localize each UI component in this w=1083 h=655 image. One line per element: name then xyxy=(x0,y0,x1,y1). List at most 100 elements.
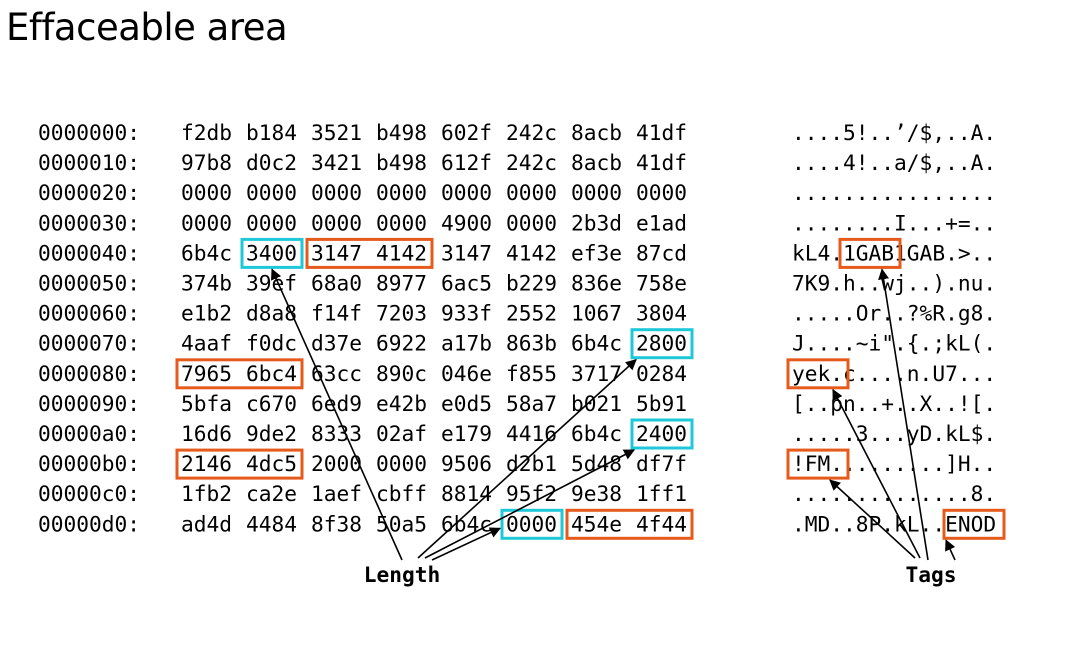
hex-word: 0000 xyxy=(506,210,557,235)
ascii-text: ................ xyxy=(792,180,996,205)
hex-word: 3717 xyxy=(571,361,622,386)
hex-word: 2146 xyxy=(181,451,232,476)
hex-row: 00000b0: 2146 4dc5 2000 0000 9506 d2b1 5d48 df7f… xyxy=(38,451,996,476)
hex-word: 0000 xyxy=(246,210,297,235)
hex-word: ad4d xyxy=(181,511,232,536)
ascii-text: .....3...yD.kL$. xyxy=(792,421,996,446)
hex-word: f0dc xyxy=(246,331,297,356)
hex-row: 0000010: 97b8 d0c2 3421 b498 612f 242c 8acb 41df… xyxy=(38,150,996,175)
hex-word: 50a5 xyxy=(376,511,427,536)
hex-word: cbff xyxy=(376,481,427,506)
hex-word: b229 xyxy=(506,271,557,296)
hex-word: 41df xyxy=(636,120,687,145)
row-offset: 00000b0: xyxy=(38,451,140,476)
hex-word: f14f xyxy=(311,301,362,326)
hex-word: d37e xyxy=(311,331,362,356)
length-highlight-box xyxy=(630,328,694,360)
hex-word: 0000 xyxy=(181,180,232,205)
row-offset: 00000d0: xyxy=(38,511,140,536)
row-offset: 0000040: xyxy=(38,240,140,265)
hex-word: 2000 xyxy=(311,451,362,476)
hex-word: 0000 xyxy=(636,180,687,205)
hex-word: 63cc xyxy=(311,361,362,386)
hex-word: 454e xyxy=(571,511,622,536)
hex-word: f855 xyxy=(506,361,557,386)
hex-word: 0284 xyxy=(636,361,687,386)
hex-word: e179 xyxy=(441,421,492,446)
hex-word: 8333 xyxy=(311,421,362,446)
annotation-arrow xyxy=(829,479,916,559)
hex-word: 3521 xyxy=(311,120,362,145)
ascii-text: ..............8. xyxy=(792,481,996,506)
hex-row: 0000060: e1b2 d8a8 f14f 7203 933f 2552 1067 3804… xyxy=(38,301,996,326)
hex-word: 890c xyxy=(376,361,427,386)
hex-word: 4900 xyxy=(441,210,492,235)
hex-row: 0000090: 5bfa c670 6ed9 e42b e0d5 58a7 b021 5b91… xyxy=(38,391,996,416)
hex-word: 2b3d xyxy=(571,210,622,235)
ascii-text: kL4.1GAB1GAB.>.. xyxy=(792,240,996,265)
hex-word: 4484 xyxy=(246,511,297,536)
hex-word: 16d6 xyxy=(181,421,232,446)
hex-word: e0d5 xyxy=(441,391,492,416)
hex-word: 0000 xyxy=(376,210,427,235)
hex-word: 4f44 xyxy=(636,511,687,536)
tags-caption: Tags xyxy=(905,562,956,587)
tag-highlight-box xyxy=(942,508,1006,540)
hex-word: 863b xyxy=(506,331,557,356)
annotation-arrows xyxy=(271,268,956,561)
row-offset: 0000050: xyxy=(38,271,140,296)
hex-word: 41df xyxy=(636,150,687,175)
hex-row: 0000050: 374b 39ef 68a0 8977 6ac5 b229 836e 758e… xyxy=(38,271,996,296)
hex-word: 4dc5 xyxy=(246,451,297,476)
row-offset: 0000080: xyxy=(38,361,140,386)
hex-row: 0000080: 7965 6bc4 63cc 890c 046e f855 3717 0284… xyxy=(38,361,996,386)
row-offset: 0000060: xyxy=(38,301,140,326)
hex-word: b498 xyxy=(376,120,427,145)
row-offset: 0000090: xyxy=(38,391,140,416)
tag-highlight-box xyxy=(786,358,850,390)
hex-word: 7203 xyxy=(376,301,427,326)
hex-row: 0000020: 0000 0000 0000 0000 0000 0000 0000 0000… xyxy=(38,180,996,205)
hex-word: 4aaf xyxy=(181,331,232,356)
hex-word: 0000 xyxy=(376,451,427,476)
ascii-text: [..pn..+..X..![. xyxy=(792,391,996,416)
annotation-arrow xyxy=(424,449,635,559)
row-offset: 0000020: xyxy=(38,180,140,205)
hex-row: 00000c0: 1fb2 ca2e 1aef cbff 8814 95f2 9e38 1ff1… xyxy=(38,481,996,506)
ascii-text: ....5!..’/$,..A. xyxy=(792,120,996,145)
hex-row: 0000030: 0000 0000 0000 0000 4900 0000 2b3d e1ad… xyxy=(38,210,996,235)
hex-word: 7965 xyxy=(181,361,232,386)
hex-word: 6b4c xyxy=(571,421,622,446)
hex-word: 8acb xyxy=(571,150,622,175)
hex-word: 02af xyxy=(376,421,427,446)
hex-word: df7f xyxy=(636,451,687,476)
hex-word: 9506 xyxy=(441,451,492,476)
length-highlight-box xyxy=(500,508,564,540)
hex-word: 0000 xyxy=(311,180,362,205)
ascii-text: .MD..8P.kL..ENOD xyxy=(792,511,996,536)
page-title: Effaceable area xyxy=(6,6,288,49)
hex-word: d8a8 xyxy=(246,301,297,326)
hex-word: 6922 xyxy=(376,331,427,356)
hex-word: 0000 xyxy=(311,210,362,235)
row-offset: 0000070: xyxy=(38,331,140,356)
hex-word: 0000 xyxy=(571,180,622,205)
hex-word: a17b xyxy=(441,331,492,356)
row-offset: 00000a0: xyxy=(38,421,140,446)
row-offset: 00000c0: xyxy=(38,481,140,506)
hex-word: 3147 xyxy=(311,240,362,265)
hex-word: 3421 xyxy=(311,150,362,175)
hex-word: 4416 xyxy=(506,421,557,446)
annotation-arrow xyxy=(832,388,921,559)
ascii-text: ........I...+=.. xyxy=(792,210,996,235)
annotation-arrow xyxy=(417,358,637,559)
hex-word: 0000 xyxy=(506,180,557,205)
hex-word: 8977 xyxy=(376,271,427,296)
hex-word: 1ff1 xyxy=(636,481,687,506)
hex-word: 0000 xyxy=(246,180,297,205)
row-offset: 0000030: xyxy=(38,210,140,235)
hex-word: 6ac5 xyxy=(441,271,492,296)
hex-word: 2400 xyxy=(636,421,687,446)
hex-word: b184 xyxy=(246,120,297,145)
